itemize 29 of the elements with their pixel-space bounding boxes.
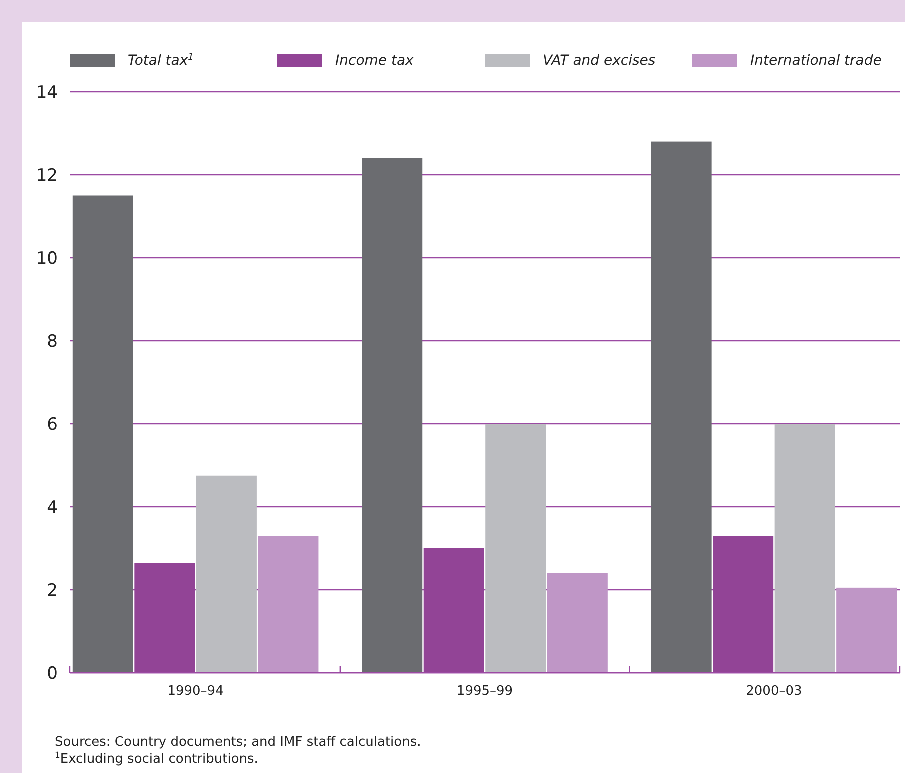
bar — [486, 424, 546, 673]
bar — [362, 158, 423, 673]
y-tick-label: 4 — [47, 498, 58, 518]
bar — [774, 424, 836, 673]
x-tick-label: 2000–03 — [746, 684, 802, 699]
y-tick-label: 14 — [36, 82, 58, 103]
y-tick-label: 8 — [47, 332, 58, 352]
legend-label: International trade — [750, 52, 882, 69]
legend-label: Total tax$^{1}$ — [128, 52, 194, 69]
text: $^{1}$Excluding social contributions. — [55, 750, 258, 767]
bar — [72, 196, 134, 673]
bar — [134, 563, 196, 673]
y-tick-label: 0 — [47, 664, 58, 684]
bar — [713, 536, 774, 673]
bar — [258, 536, 319, 673]
y-tick-label: 6 — [47, 414, 58, 435]
x-tick-label: 1990–94 — [168, 684, 224, 699]
source-note: Sources: Country documents; and IMF staff calculations. — [55, 735, 422, 750]
bar — [196, 476, 257, 673]
bar — [424, 548, 484, 673]
legend-label: VAT and excises — [543, 52, 656, 69]
y-tick-label: 2 — [47, 580, 58, 601]
bar — [651, 142, 712, 673]
legend-label: Income tax — [336, 52, 415, 69]
bar — [836, 588, 898, 673]
bar — [547, 573, 608, 673]
y-tick-label: 12 — [36, 166, 58, 186]
x-tick-label: 1995–99 — [456, 684, 514, 699]
y-tick-label: 10 — [36, 248, 58, 269]
